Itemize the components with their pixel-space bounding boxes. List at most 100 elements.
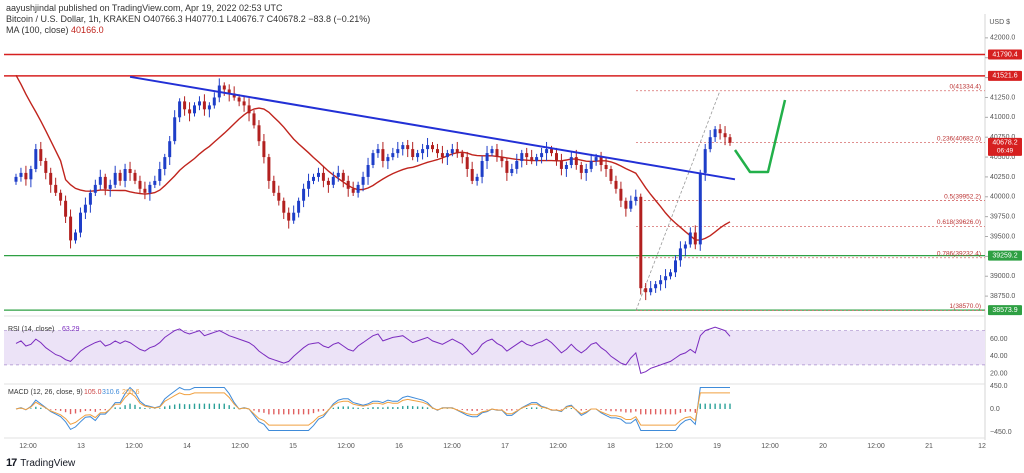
candle-body bbox=[257, 125, 261, 142]
candle-body bbox=[728, 137, 732, 143]
rsi-line bbox=[15, 326, 731, 375]
candle-body bbox=[465, 157, 469, 169]
candle-body bbox=[500, 157, 504, 162]
candle-body bbox=[282, 200, 286, 213]
candle-body bbox=[287, 212, 291, 221]
x-tick-label: 12:00 bbox=[125, 443, 143, 450]
candle-body bbox=[54, 184, 58, 193]
candle-body bbox=[267, 157, 271, 181]
candle-body bbox=[168, 141, 172, 158]
candle-body bbox=[475, 176, 479, 181]
macd-tick-label: 450.0 bbox=[990, 383, 1008, 390]
x-tick-label: 12:00 bbox=[443, 443, 461, 450]
candle-body bbox=[153, 180, 157, 185]
x-tick-label: 12:00 bbox=[19, 443, 37, 450]
macd-signal-line bbox=[15, 392, 730, 426]
price-badge bbox=[988, 305, 1022, 316]
candle-body bbox=[426, 145, 430, 150]
candle-body bbox=[143, 188, 147, 193]
fib-level-label: 0(41334.4) bbox=[950, 83, 981, 90]
candle-body bbox=[674, 260, 677, 273]
x-tick-label: 20 bbox=[819, 443, 827, 450]
candle-body bbox=[495, 149, 499, 157]
y-tick-label: 40250.0 bbox=[990, 174, 1015, 181]
fib-level-label: 1(38570.0) bbox=[950, 303, 981, 310]
price-badge-label: 40678.2 bbox=[992, 140, 1017, 147]
chart-header: aayushjindal published on TradingView.co… bbox=[6, 3, 370, 36]
candle-body bbox=[346, 180, 350, 189]
candle-body bbox=[24, 172, 28, 180]
candle-body bbox=[312, 176, 315, 181]
macd-tick-label: 0.0 bbox=[990, 406, 1000, 413]
candle-body bbox=[510, 169, 514, 173]
currency-label: USD $ bbox=[989, 19, 1010, 26]
candle-body bbox=[351, 188, 355, 193]
candle-body bbox=[247, 105, 251, 114]
candle-body bbox=[272, 180, 276, 193]
candle-body bbox=[515, 161, 519, 169]
ma-legend[interactable]: MA (100, close) 40166.0 bbox=[6, 25, 370, 36]
candle-body bbox=[193, 105, 196, 114]
candle-body bbox=[411, 149, 415, 157]
candle-body bbox=[614, 180, 618, 189]
x-tick-label: 18 bbox=[607, 443, 615, 450]
y-tick-label: 41000.0 bbox=[990, 114, 1015, 121]
candle-body bbox=[356, 184, 360, 193]
ma-100-line bbox=[15, 74, 731, 241]
price-badge bbox=[988, 49, 1022, 60]
candle-body bbox=[619, 188, 623, 201]
candle-body bbox=[664, 276, 668, 281]
candle-body bbox=[639, 196, 643, 289]
candle-body bbox=[148, 184, 152, 193]
fib-level-label: 0.5(39952.2) bbox=[944, 193, 981, 200]
candle-body bbox=[326, 180, 330, 185]
candle-body bbox=[688, 232, 692, 245]
price-badge-label: 39259.2 bbox=[992, 252, 1017, 259]
y-tick-label: 39000.0 bbox=[990, 273, 1015, 280]
candle-body bbox=[386, 157, 390, 162]
macd-value-macd: 310.6 bbox=[102, 389, 120, 396]
tradingview-logo[interactable]: 17 TradingView bbox=[6, 457, 75, 469]
x-tick-label: 13 bbox=[77, 443, 85, 450]
candle-body bbox=[708, 137, 712, 150]
candle-body bbox=[188, 109, 192, 114]
candle-body bbox=[222, 85, 226, 90]
candle-body bbox=[604, 165, 608, 169]
candle-body bbox=[49, 172, 53, 185]
candle-body bbox=[297, 200, 301, 213]
candle-body bbox=[93, 184, 97, 193]
symbol-line: Bitcoin / U.S. Dollar, 1h, KRAKEN O40766… bbox=[6, 14, 370, 25]
candle-body bbox=[555, 153, 558, 161]
macd-tick-label: −450.0 bbox=[990, 429, 1012, 436]
x-tick-label: 12:00 bbox=[337, 443, 355, 450]
candle-body bbox=[88, 192, 92, 205]
candle-body bbox=[252, 113, 256, 126]
candle-body bbox=[520, 153, 524, 161]
candle-body bbox=[431, 145, 434, 150]
candle-body bbox=[361, 176, 365, 185]
rsi-value: 63.29 bbox=[62, 326, 80, 333]
candle-body bbox=[530, 157, 534, 162]
candle-body bbox=[158, 169, 162, 181]
y-tick-label: 41250.0 bbox=[990, 94, 1015, 101]
candle-body bbox=[545, 149, 549, 154]
x-tick-label: 12:00 bbox=[655, 443, 673, 450]
ma-value: 40166.0 bbox=[71, 25, 104, 35]
fib-level-label: 0.618(39626.0) bbox=[937, 219, 981, 226]
candle-body bbox=[535, 157, 539, 162]
price-badge-label: 41790.4 bbox=[992, 51, 1017, 58]
candle-body bbox=[436, 149, 439, 154]
x-tick-label: 15 bbox=[289, 443, 297, 450]
candle-body bbox=[232, 93, 236, 98]
macd-line bbox=[15, 386, 730, 431]
candle-body bbox=[237, 97, 241, 102]
rsi-band bbox=[4, 330, 985, 365]
candle-body bbox=[713, 129, 717, 138]
candle-body bbox=[505, 161, 509, 173]
candle-body bbox=[470, 169, 474, 181]
candle-body bbox=[202, 101, 206, 110]
candle-body bbox=[460, 153, 464, 158]
candle-body bbox=[723, 133, 727, 138]
y-tick-label: 38750.0 bbox=[990, 293, 1015, 300]
